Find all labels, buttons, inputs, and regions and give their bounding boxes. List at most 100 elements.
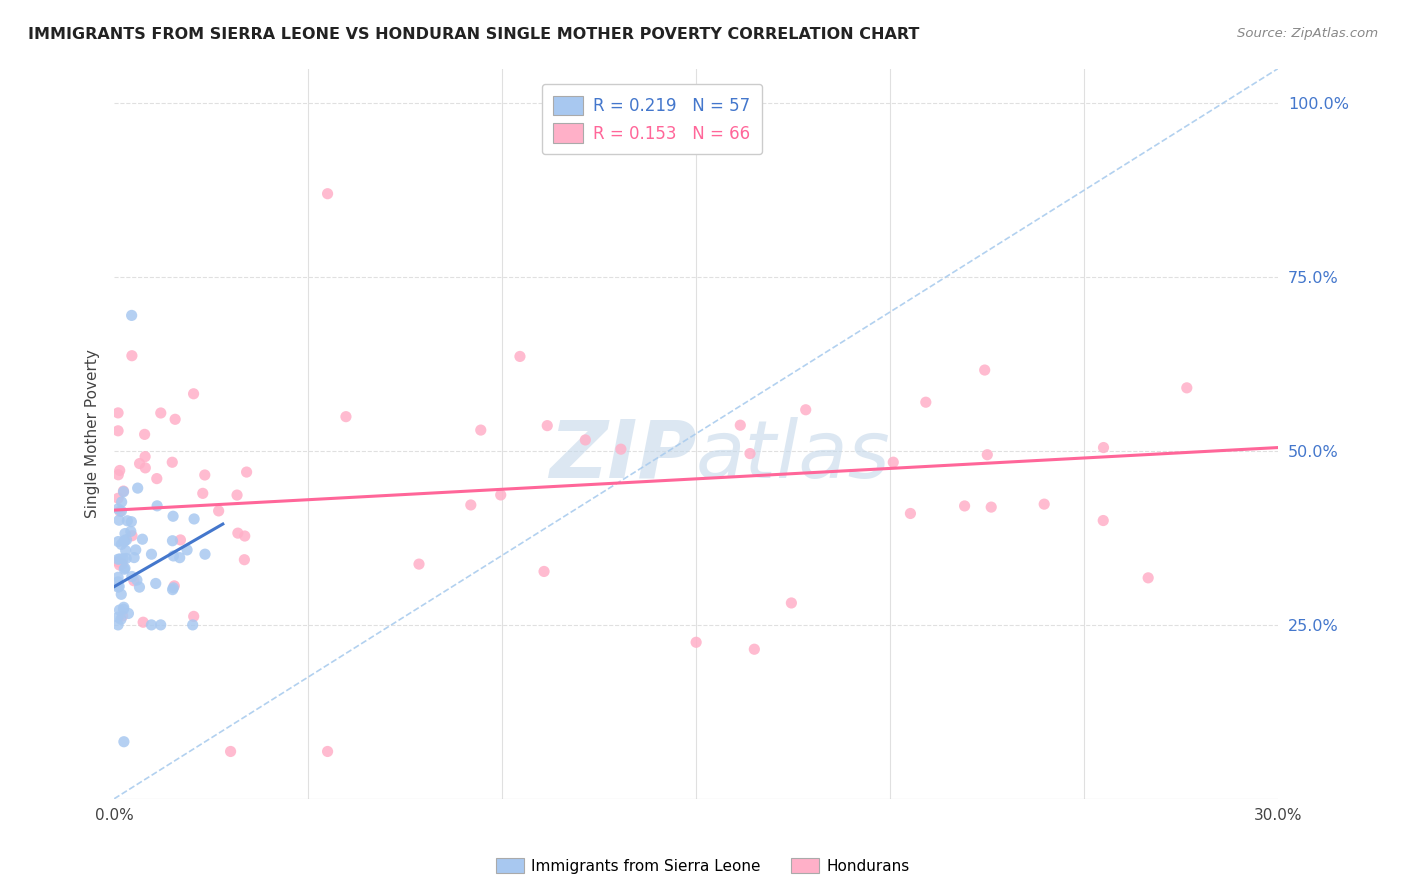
Point [976, 448, 998, 462]
Point [183, 512, 205, 526]
Point [134, 461, 156, 475]
Point [460, 498, 482, 512]
Point [108, 552, 131, 566]
Point [107, 552, 129, 566]
Point [738, 446, 761, 460]
Point [194, 468, 217, 483]
Point [141, 618, 163, 632]
Point [112, 735, 135, 749]
Point [194, 547, 217, 561]
Point [117, 514, 139, 528]
Point [112, 534, 135, 549]
Point [111, 495, 134, 509]
Point [111, 557, 134, 571]
Legend: R = 0.219   N = 57, R = 0.153   N = 66: R = 0.219 N = 57, R = 0.153 N = 66 [541, 84, 762, 154]
Point [162, 509, 184, 524]
Point [112, 602, 135, 616]
Point [112, 484, 135, 499]
Point [110, 537, 132, 551]
Point [794, 402, 817, 417]
Point [149, 406, 172, 420]
Point [112, 562, 135, 576]
Point [219, 744, 242, 758]
Point [316, 744, 339, 758]
Point [470, 423, 492, 437]
Point [149, 618, 172, 632]
Point [162, 582, 184, 597]
Point [145, 576, 167, 591]
Point [107, 534, 129, 549]
Point [108, 579, 131, 593]
Point [980, 500, 1002, 515]
Point [107, 570, 129, 584]
Point [953, 499, 976, 513]
Point [107, 555, 129, 569]
Point [107, 580, 129, 594]
Point [146, 472, 169, 486]
Point [112, 484, 135, 499]
Point [574, 433, 596, 447]
Point [235, 465, 257, 479]
Point [110, 587, 132, 601]
Y-axis label: Single Mother Poverty: Single Mother Poverty [86, 349, 100, 518]
Point [131, 533, 153, 547]
Point [108, 504, 131, 518]
Legend: Immigrants from Sierra Leone, Hondurans: Immigrants from Sierra Leone, Hondurans [491, 852, 915, 880]
Text: atlas: atlas [696, 417, 891, 494]
Point [162, 581, 184, 595]
Point [134, 427, 156, 442]
Point [107, 610, 129, 624]
Point [114, 543, 136, 558]
Point [112, 600, 135, 615]
Point [112, 552, 135, 566]
Point [121, 349, 143, 363]
Point [489, 488, 512, 502]
Point [176, 543, 198, 558]
Point [973, 363, 995, 377]
Point [226, 488, 249, 502]
Point [1092, 514, 1115, 528]
Point [162, 455, 184, 469]
Point [114, 561, 136, 575]
Point [146, 499, 169, 513]
Point [1137, 571, 1160, 585]
Point [335, 409, 357, 424]
Point [533, 565, 555, 579]
Point [122, 550, 145, 565]
Point [730, 418, 752, 433]
Point [120, 524, 142, 539]
Point [536, 418, 558, 433]
Point [125, 542, 148, 557]
Point [882, 455, 904, 469]
Point [108, 603, 131, 617]
Point [108, 513, 131, 527]
Point [900, 507, 922, 521]
Point [120, 515, 142, 529]
Point [107, 574, 129, 589]
Point [107, 467, 129, 482]
Point [165, 412, 187, 426]
Point [115, 533, 138, 547]
Point [107, 424, 129, 438]
Point [134, 450, 156, 464]
Point [121, 309, 143, 323]
Point [316, 186, 339, 201]
Point [181, 618, 204, 632]
Point [107, 502, 129, 516]
Point [128, 457, 150, 471]
Point [685, 635, 707, 649]
Point [111, 608, 134, 623]
Point [226, 526, 249, 541]
Point [132, 615, 155, 630]
Point [1033, 497, 1056, 511]
Point [1175, 381, 1198, 395]
Point [114, 526, 136, 541]
Point [408, 557, 430, 571]
Point [509, 350, 531, 364]
Point [117, 607, 139, 621]
Point [121, 529, 143, 543]
Point [162, 549, 184, 563]
Point [169, 533, 191, 547]
Point [1092, 441, 1115, 455]
Text: ZIP: ZIP [548, 417, 696, 494]
